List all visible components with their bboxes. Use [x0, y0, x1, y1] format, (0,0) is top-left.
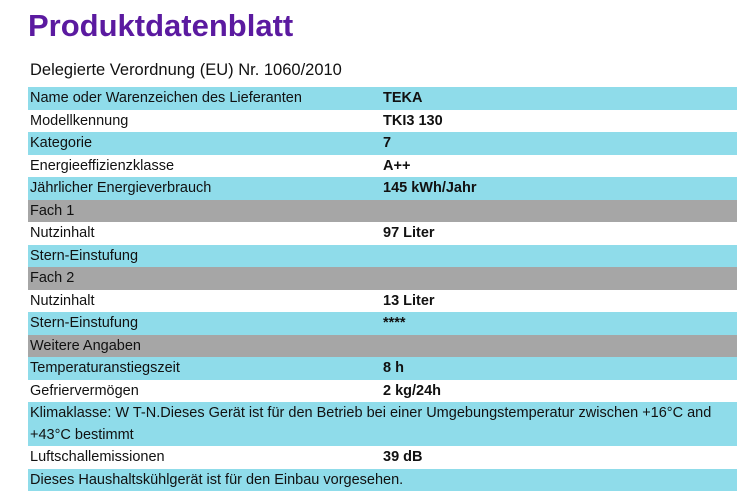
- table-row: Luftschallemissionen 39 dB: [28, 446, 737, 469]
- table-row: Klimaklasse: W T-N.Dieses Gerät ist für …: [28, 402, 737, 446]
- subtitle: Delegierte Verordnung (EU) Nr. 1060/2010: [30, 61, 342, 79]
- table-row: Stern-Einstufung: [28, 244, 737, 267]
- cell-value: 8 h: [383, 360, 404, 377]
- data-table: Name oder Warenzeichen des Lieferanten TE…: [28, 87, 737, 491]
- cell-label: Weitere Angaben: [30, 337, 141, 354]
- table-row: Nutzinhalt 13 Liter: [28, 289, 737, 312]
- cell-label: Dieses Haushaltskühlgerät ist für den Ei…: [30, 471, 404, 488]
- cell-label: Stern-Einstufung: [30, 315, 139, 332]
- table-row: Fach 2: [28, 267, 737, 290]
- cell-value: 145 kWh/Jahr: [383, 180, 477, 197]
- cell-label: Fach 2: [30, 270, 75, 287]
- cell-label: Fach 1: [30, 202, 75, 219]
- table-row: Nutzinhalt 97 Liter: [28, 222, 737, 245]
- cell-value: A++: [383, 157, 411, 174]
- cell-value: 2 kg/24h: [383, 382, 442, 399]
- table-row: Modellkennung TKI3 130: [28, 109, 737, 132]
- cell-value: TKI3 130: [383, 112, 443, 129]
- cell-value: ****: [383, 315, 406, 332]
- cell-label: Temperaturanstiegszeit: [30, 360, 180, 377]
- cell-label: Jährlicher Energieverbrauch: [30, 180, 212, 197]
- cell-label: Luftschallemissionen: [30, 449, 165, 466]
- cell-label: Gefriervermögen: [30, 382, 139, 399]
- cell-value: 39 dB: [383, 449, 423, 466]
- table-row: Name oder Warenzeichen des Lieferanten TE…: [28, 87, 737, 110]
- table-row: Stern-Einstufung ****: [28, 312, 737, 335]
- cell-label: Kategorie: [30, 135, 93, 152]
- table-row: Dieses Haushaltskühlgerät ist für den Ei…: [28, 468, 737, 491]
- cell-value: 13 Liter: [383, 292, 435, 309]
- cell-value: TEKA: [383, 90, 423, 107]
- cell-label: Stern-Einstufung: [30, 247, 139, 264]
- cell-label: Energieeffizienzklasse: [30, 157, 175, 174]
- cell-label: Nutzinhalt: [30, 292, 95, 309]
- cell-label: Modellkennung: [30, 112, 129, 129]
- cell-label: Klimaklasse: W T-N.Dieses Gerät ist für …: [30, 405, 712, 443]
- cell-label: Nutzinhalt: [30, 225, 95, 242]
- table-row: Temperaturanstiegszeit 8 h: [28, 357, 737, 380]
- table-row: Fach 1: [28, 199, 737, 222]
- table-row: Kategorie 7: [28, 132, 737, 155]
- cell-label: Name oder Warenzeichen des Lieferanten: [30, 90, 302, 107]
- table-row: Gefriervermögen 2 kg/24h: [28, 379, 737, 402]
- cell-value: 97 Liter: [383, 225, 435, 242]
- table-row: Energieeffizienzklasse A++: [28, 154, 737, 177]
- table-row: Jährlicher Energieverbrauch 145 kWh/Jahr: [28, 177, 737, 200]
- title: Produktdatenblatt: [28, 8, 294, 43]
- cell-value: 7: [383, 135, 392, 152]
- table-row: Weitere Angaben: [28, 334, 737, 357]
